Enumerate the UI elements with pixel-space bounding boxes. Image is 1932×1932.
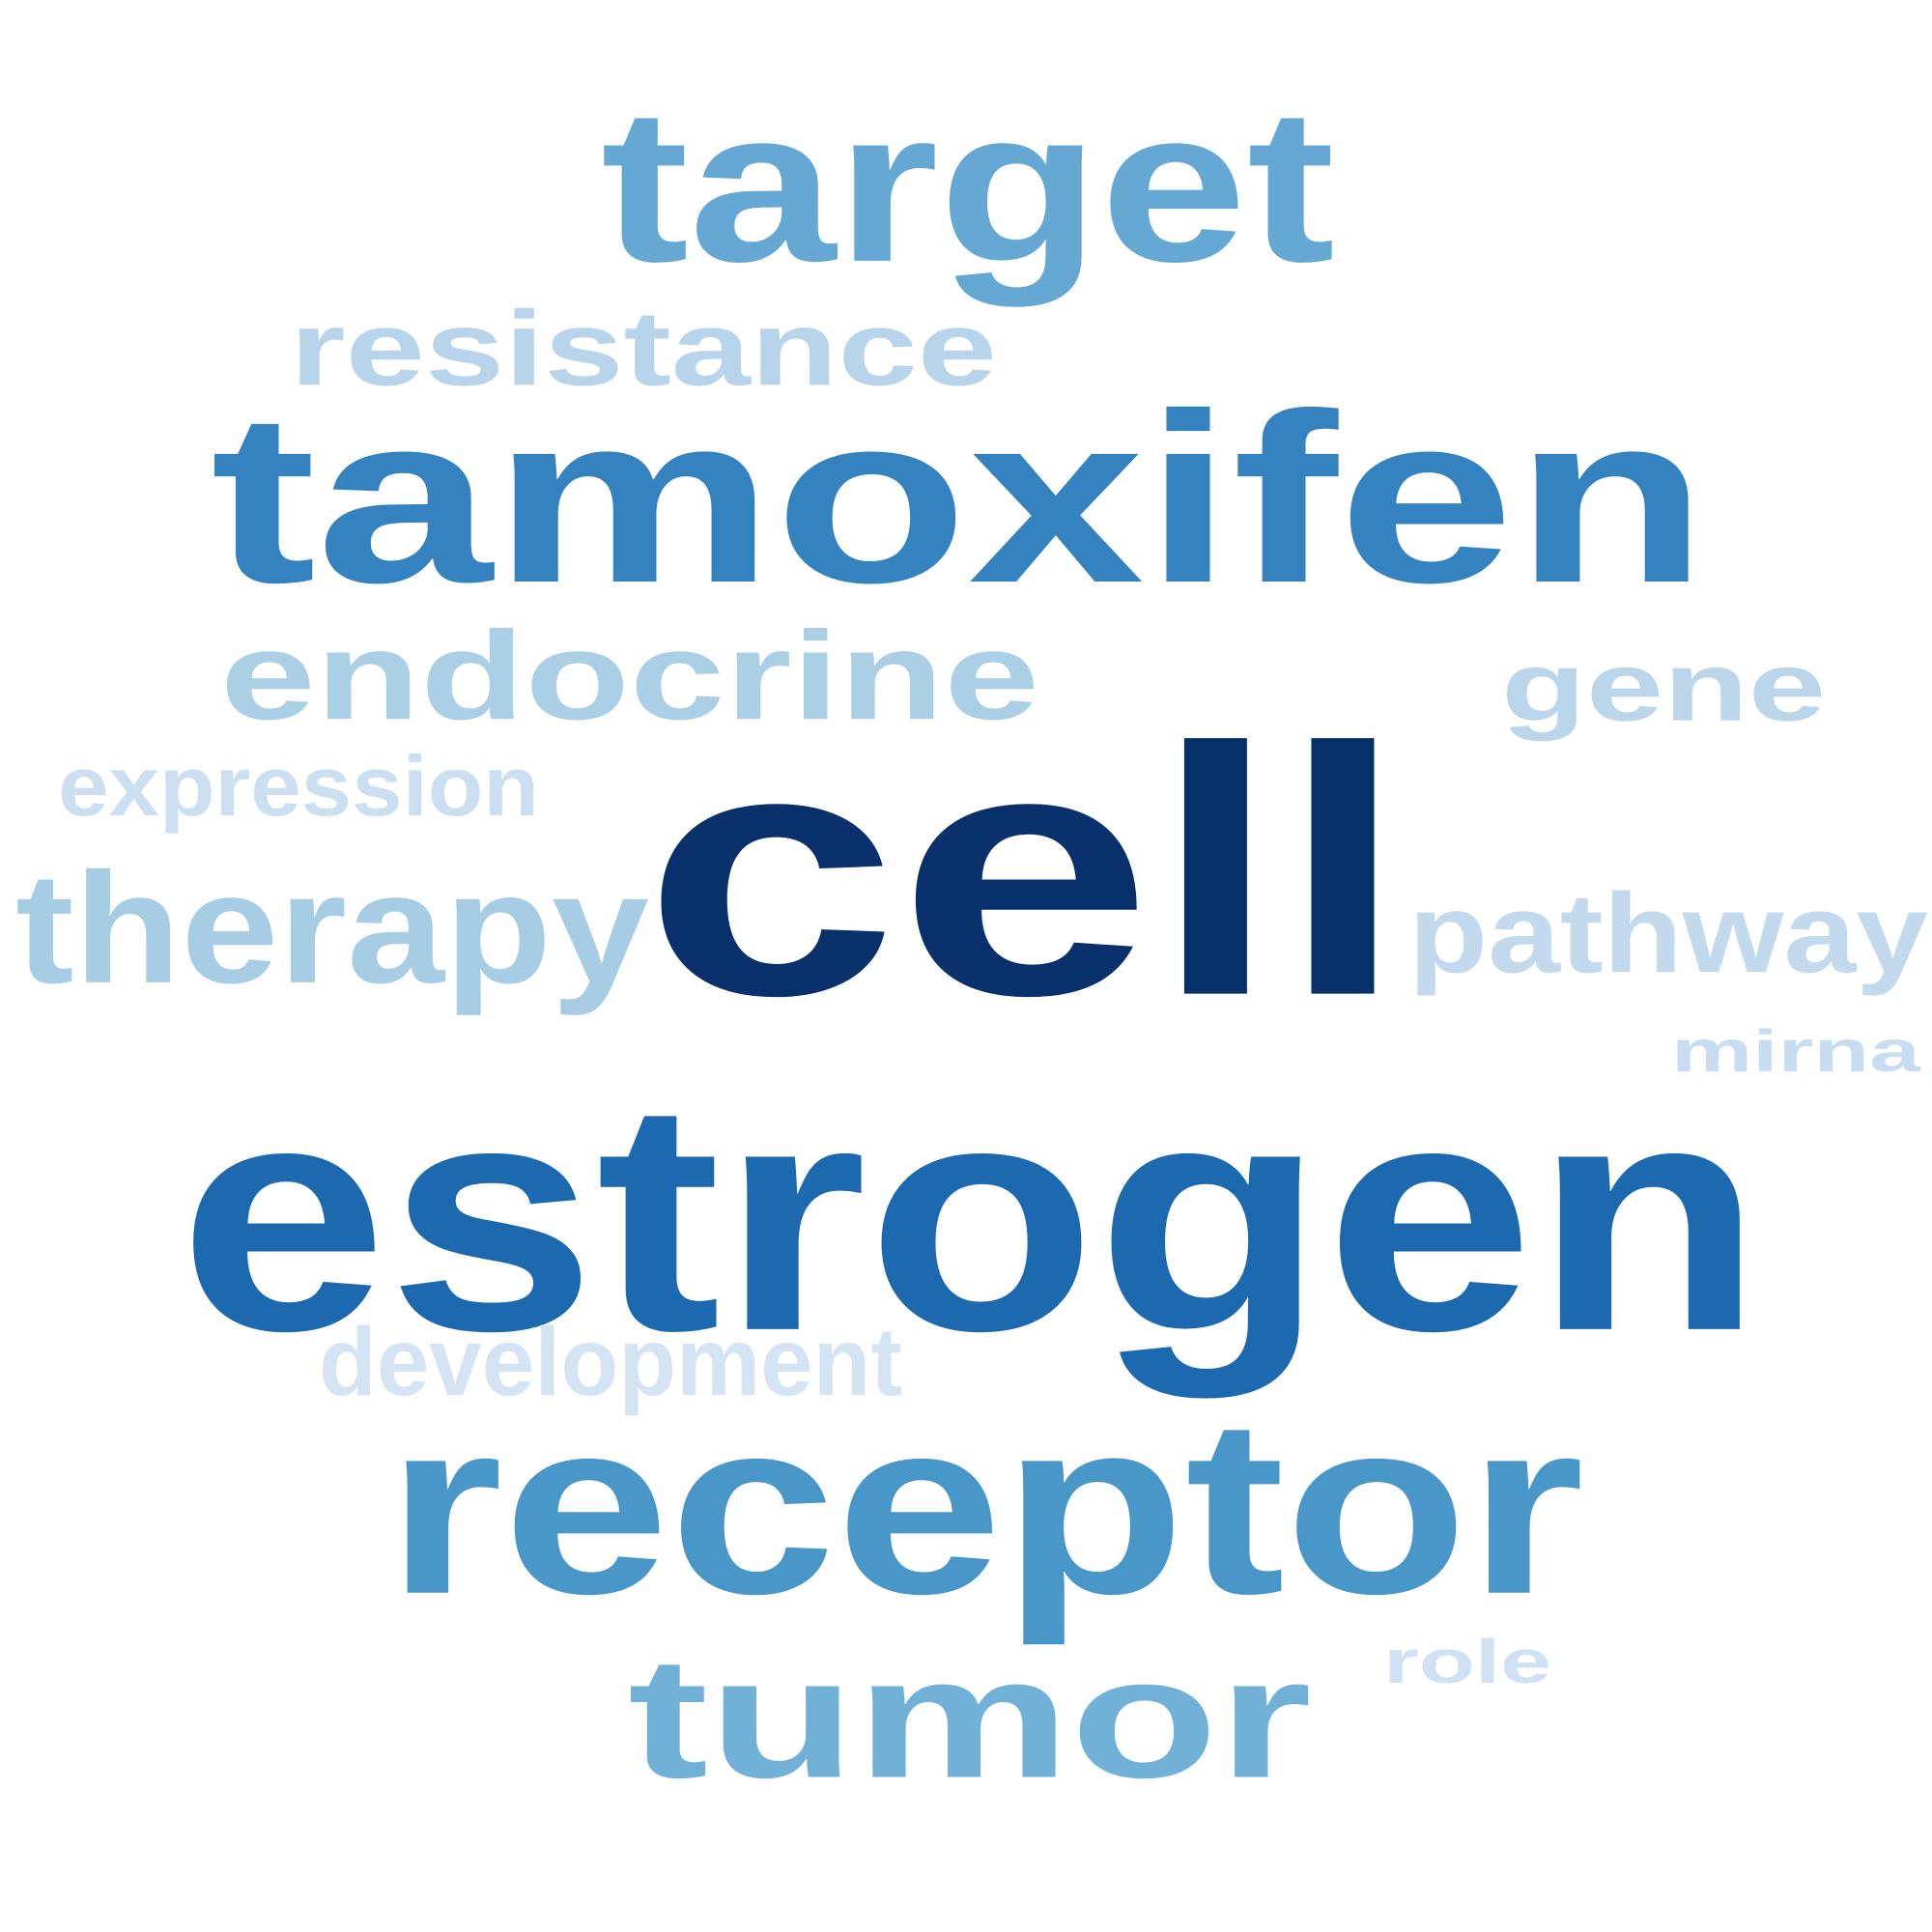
word-gene: gene (1501, 631, 1826, 743)
word-endocrine: endocrine (220, 606, 1039, 747)
word-tumor: tumor (628, 1622, 1312, 1815)
word-tamoxifen: tamoxifen (211, 364, 1708, 635)
word-development: development (319, 1308, 902, 1416)
word-role: role (1383, 1627, 1551, 1696)
word-resistance: resistance (290, 289, 997, 409)
word-target: target (601, 64, 1335, 309)
word-receptor: receptor (386, 1368, 1584, 1648)
word-cell: cell (643, 676, 1406, 1071)
word-therapy: therapy (15, 840, 649, 1017)
word-mirna: mirna (1671, 1018, 1920, 1085)
word-pathway: pathway (1408, 869, 1928, 998)
word-estrogen: estrogen (179, 1035, 1763, 1402)
word-expression: expression (58, 738, 539, 835)
